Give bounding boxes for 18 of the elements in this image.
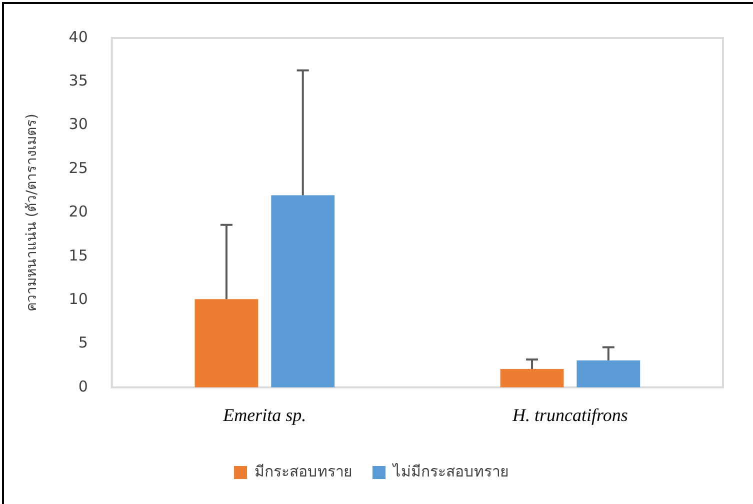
y-tick-label: 25 xyxy=(68,158,88,177)
x-tick-label: H. truncatifrons xyxy=(512,404,628,425)
legend-label: มีกระสอบทราย xyxy=(254,462,352,480)
y-tick-label: 20 xyxy=(68,202,88,221)
y-tick-label: 15 xyxy=(68,246,88,264)
bar xyxy=(576,360,640,388)
legend-label: ไม่มีกระสอบทราย xyxy=(392,462,509,480)
y-tick-label: 5 xyxy=(78,334,88,352)
y-tick-label: 40 xyxy=(68,28,88,46)
y-axis-title: ความหนาแน่น (ตัว/ตารางเมตร) xyxy=(24,114,40,312)
y-tick-label: 10 xyxy=(68,290,88,308)
x-tick-label: Emerita sp. xyxy=(222,404,306,425)
bar xyxy=(500,369,564,388)
y-tick-label: 30 xyxy=(68,115,88,134)
y-tick-label: 0 xyxy=(78,377,88,396)
bar xyxy=(194,299,258,388)
bar xyxy=(271,195,335,388)
y-tick-label: 35 xyxy=(68,72,88,90)
